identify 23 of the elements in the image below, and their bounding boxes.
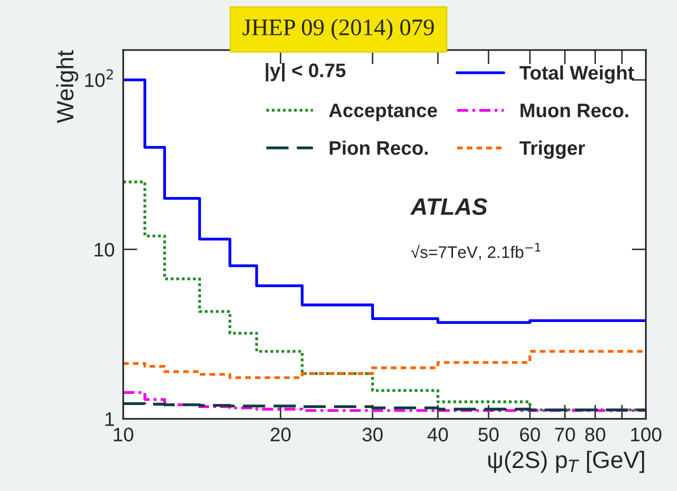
chart-title: JHEP 09 (2014) 079: [242, 18, 434, 40]
y-axis-title: Weight: [56, 50, 78, 124]
x-tick-label: 50: [478, 428, 499, 442]
legend-label: Pion Reco.: [330, 140, 428, 155]
annotation: |y| < 0.75: [266, 63, 346, 82]
legend-label: Trigger: [520, 140, 585, 159]
x-tick-label: 100: [631, 428, 662, 442]
x-tick-label: 40: [428, 428, 448, 442]
x-tick-label: 30: [362, 428, 383, 442]
legend-label: Muon Reco.: [520, 104, 628, 118]
y-tick-label: 1: [106, 412, 114, 426]
x-tick-label: 10: [114, 428, 134, 442]
x-tick-label: 80: [585, 428, 606, 442]
y-tick-label: 10$^{2}$: [85, 69, 113, 88]
x-tick-label: 60: [520, 428, 540, 442]
legend-label: Acceptance: [328, 104, 438, 122]
legend-label: Total Weight: [520, 65, 634, 84]
annotation: ATLAS: [410, 198, 488, 215]
y-tick-label: 10: [94, 242, 114, 257]
x-axis-title: ψ(2S) p$_{T}$ [GeV]: [488, 450, 644, 473]
x-tick-label: 20: [270, 428, 291, 442]
x-tick-label: 70: [555, 428, 575, 442]
annotation: √s=7TeV, 2.1fb$^{−1}$: [411, 243, 540, 260]
